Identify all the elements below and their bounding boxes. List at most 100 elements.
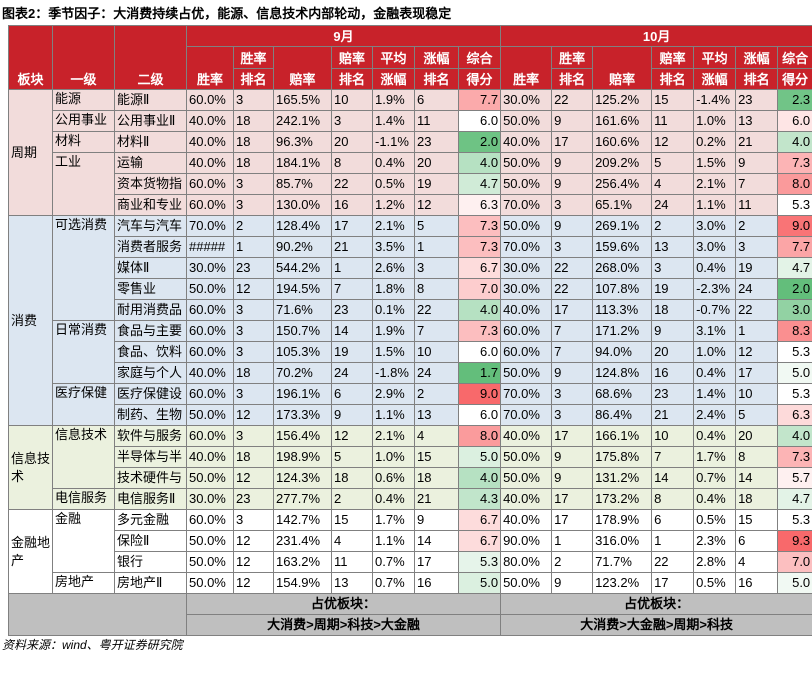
level2: 技术硬件与 <box>114 467 187 489</box>
metric: 2.1% <box>372 215 415 237</box>
metric: 13 <box>331 572 373 594</box>
score: 5.3 <box>457 551 502 573</box>
metric: 3 <box>233 299 274 321</box>
score: 6.0 <box>457 404 502 426</box>
metric: 2 <box>651 215 695 237</box>
level1: 公用事业 <box>52 110 115 132</box>
metric: -1.8% <box>372 362 415 384</box>
metric: 1.1% <box>372 530 415 552</box>
metric: 7 <box>551 320 594 342</box>
metric: 8 <box>735 446 779 468</box>
metric: 142.7% <box>273 509 332 531</box>
metric: 231.4% <box>273 530 332 552</box>
level1: 可选消费 <box>52 215 115 321</box>
metric: 15 <box>735 509 779 531</box>
score: 7.3 <box>777 152 812 174</box>
metric: 2 <box>414 383 459 405</box>
metric: 22 <box>331 173 373 195</box>
metric: 12 <box>414 194 459 216</box>
metric: 1 <box>233 236 274 258</box>
metric: 196.1% <box>273 383 332 405</box>
metric: 7 <box>331 278 373 300</box>
score: 6.7 <box>457 509 502 531</box>
column-header: 排名 <box>331 68 373 90</box>
metric: 1.8% <box>372 278 415 300</box>
metric: 7 <box>551 341 594 363</box>
metric: 198.9% <box>273 446 332 468</box>
score: 4.0 <box>777 131 812 153</box>
score: 5.3 <box>777 341 812 363</box>
metric: 0.7% <box>372 551 415 573</box>
metric: 9 <box>551 467 594 489</box>
metric: 3 <box>233 173 274 195</box>
metric: -1.1% <box>372 131 415 153</box>
metric: 18 <box>233 446 274 468</box>
score: 8.0 <box>457 425 502 447</box>
sector: 消费 <box>8 215 53 426</box>
score: 5.0 <box>777 572 812 594</box>
level2: 资本货物指 <box>114 173 187 195</box>
metric: 60.0% <box>186 299 234 321</box>
metric: 3 <box>233 509 274 531</box>
metric: 1.4% <box>372 110 415 132</box>
level2: 公用事业Ⅱ <box>114 110 187 132</box>
metric: 13 <box>651 236 695 258</box>
metric: 23 <box>651 383 695 405</box>
metric: 15 <box>651 89 695 111</box>
metric: 113.3% <box>592 299 653 321</box>
metric: 60.0% <box>186 194 234 216</box>
level1: 信息技术 <box>52 425 115 489</box>
metric: 10 <box>414 341 459 363</box>
score: 2.0 <box>457 131 502 153</box>
metric: 2 <box>735 215 779 237</box>
metric: 1 <box>551 530 594 552</box>
metric: 60.0% <box>186 173 234 195</box>
column-header: 综合 <box>777 46 812 69</box>
metric: 22 <box>551 278 594 300</box>
metric: 4 <box>414 425 459 447</box>
metric: 0.4% <box>693 362 737 384</box>
metric: 30.0% <box>500 278 553 300</box>
metric: 17 <box>331 215 373 237</box>
metric: 70.2% <box>273 362 332 384</box>
score: 7.0 <box>457 278 502 300</box>
metric: 70.0% <box>500 383 553 405</box>
metric: 50.0% <box>500 467 553 489</box>
column-header: 涨幅 <box>693 68 737 90</box>
metric: 2.4% <box>693 404 737 426</box>
metric: 14 <box>414 530 459 552</box>
metric: 18 <box>233 362 274 384</box>
metric: 1.5% <box>693 152 737 174</box>
metric: 23 <box>735 89 779 111</box>
metric: 156.4% <box>273 425 332 447</box>
metric: 0.7% <box>372 572 415 594</box>
metric: 94.0% <box>592 341 653 363</box>
column-header: 胜率 <box>551 46 594 69</box>
metric: 0.5% <box>693 572 737 594</box>
metric: 21 <box>735 131 779 153</box>
metric: 14 <box>331 320 373 342</box>
score: 7.0 <box>777 551 812 573</box>
score: 7.3 <box>457 320 502 342</box>
metric: 7 <box>414 320 459 342</box>
metric: 9 <box>551 110 594 132</box>
metric: 22 <box>735 299 779 321</box>
level2: 能源Ⅱ <box>114 89 187 111</box>
metric: 128.4% <box>273 215 332 237</box>
level1: 日常消费 <box>52 320 115 384</box>
metric: 269.1% <box>592 215 653 237</box>
metric: 50.0% <box>500 215 553 237</box>
metric: 8 <box>651 488 695 510</box>
metric: 13 <box>414 404 459 426</box>
table: 板块 一级 二级 9月 10月 胜率 胜率 赔率 赔率 平均 涨幅 综合 胜率 胜率 赔率 赔率 平均 涨幅 综合排… <box>8 25 812 636</box>
metric: 9 <box>651 320 695 342</box>
score: 2.3 <box>777 89 812 111</box>
level2: 零售业 <box>114 278 187 300</box>
score: 4.0 <box>457 467 502 489</box>
metric: 13 <box>735 110 779 132</box>
column-header: 排名 <box>233 68 274 90</box>
metric: 3 <box>233 194 274 216</box>
metric: 175.8% <box>592 446 653 468</box>
metric: 50.0% <box>500 173 553 195</box>
metric: 7 <box>735 173 779 195</box>
